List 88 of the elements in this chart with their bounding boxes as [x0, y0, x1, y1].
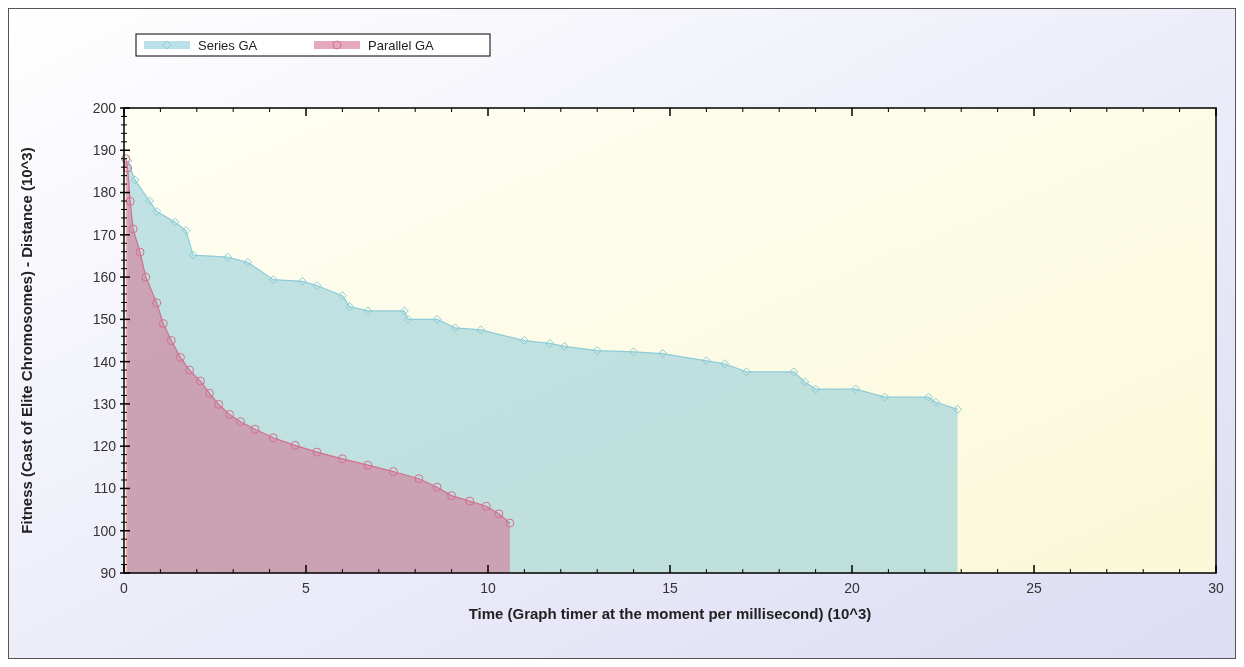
y-tick-label: 190 — [92, 142, 117, 159]
x-tick-label: 0 — [120, 580, 129, 596]
y-tick-label: 170 — [92, 226, 117, 243]
y-tick-label: 180 — [92, 184, 117, 201]
x-tick-label: 15 — [662, 580, 678, 596]
point — [141, 272, 151, 282]
point — [337, 454, 347, 464]
point — [170, 217, 180, 227]
point — [130, 175, 140, 185]
x-tick-label: 25 — [1026, 580, 1042, 596]
point — [135, 247, 145, 257]
point — [800, 377, 810, 387]
point — [185, 365, 195, 375]
point — [243, 257, 253, 267]
point — [658, 349, 668, 359]
point — [494, 509, 504, 519]
point — [403, 314, 413, 324]
point — [214, 399, 224, 409]
point — [188, 250, 198, 260]
point — [701, 356, 711, 366]
y-tick-label: 140 — [92, 353, 117, 370]
point — [629, 347, 639, 357]
point — [175, 352, 185, 362]
y-tick-label: 130 — [92, 395, 117, 412]
point — [250, 424, 260, 434]
point — [388, 467, 398, 477]
x-tick-label: 20 — [844, 580, 860, 596]
point — [450, 323, 460, 333]
point — [559, 341, 569, 351]
point — [123, 163, 133, 173]
point — [953, 404, 963, 414]
point — [741, 367, 751, 377]
point — [290, 440, 300, 450]
point — [125, 196, 135, 206]
point — [476, 325, 486, 335]
point — [447, 491, 457, 501]
y-tick-label: 110 — [93, 480, 117, 497]
point — [851, 384, 861, 394]
point — [811, 384, 821, 394]
point — [195, 376, 205, 386]
point — [152, 207, 162, 217]
point — [312, 447, 322, 457]
point — [481, 501, 491, 511]
point — [880, 392, 890, 402]
point — [152, 298, 162, 308]
point — [519, 336, 529, 345]
legend-label: Series GA — [198, 38, 258, 53]
point — [268, 433, 278, 443]
y-tick-label: 90 — [100, 564, 117, 581]
point — [181, 226, 191, 236]
point — [158, 319, 168, 329]
y-tick-label: 120 — [92, 438, 117, 455]
point — [268, 275, 278, 285]
point — [432, 314, 442, 324]
x-tick-label: 5 — [302, 580, 311, 596]
y-tick-label: 150 — [92, 311, 117, 328]
point — [166, 336, 176, 345]
point — [128, 224, 138, 234]
x-axis-title: Time (Graph timer at the moment per millisecond) (10^3) — [468, 605, 872, 622]
point — [205, 388, 215, 398]
point — [225, 409, 235, 419]
y-tick-label: 160 — [92, 268, 117, 285]
point — [923, 392, 933, 402]
x-tick-label: 30 — [1208, 580, 1224, 596]
point — [312, 281, 322, 291]
point — [505, 518, 515, 528]
point — [223, 252, 233, 262]
point — [363, 306, 373, 316]
point — [931, 397, 941, 407]
point — [720, 359, 730, 369]
y-tick-label: 200 — [92, 99, 117, 116]
point — [545, 338, 555, 348]
point — [414, 474, 424, 484]
point — [465, 496, 475, 506]
point — [363, 460, 373, 470]
y-tick-label: 100 — [92, 522, 117, 539]
point — [592, 346, 602, 356]
point — [789, 367, 799, 377]
y-axis-title: Fitness (Cast of Elite Chromosomes) - Distance (10^3) — [18, 147, 35, 534]
legend-label: Parallel GA — [368, 38, 435, 53]
point — [144, 196, 154, 206]
point — [235, 417, 245, 427]
point — [337, 291, 347, 301]
point — [345, 302, 355, 312]
point — [399, 306, 409, 316]
point — [432, 482, 442, 492]
x-tick-label: 10 — [480, 580, 496, 596]
point — [297, 276, 307, 286]
